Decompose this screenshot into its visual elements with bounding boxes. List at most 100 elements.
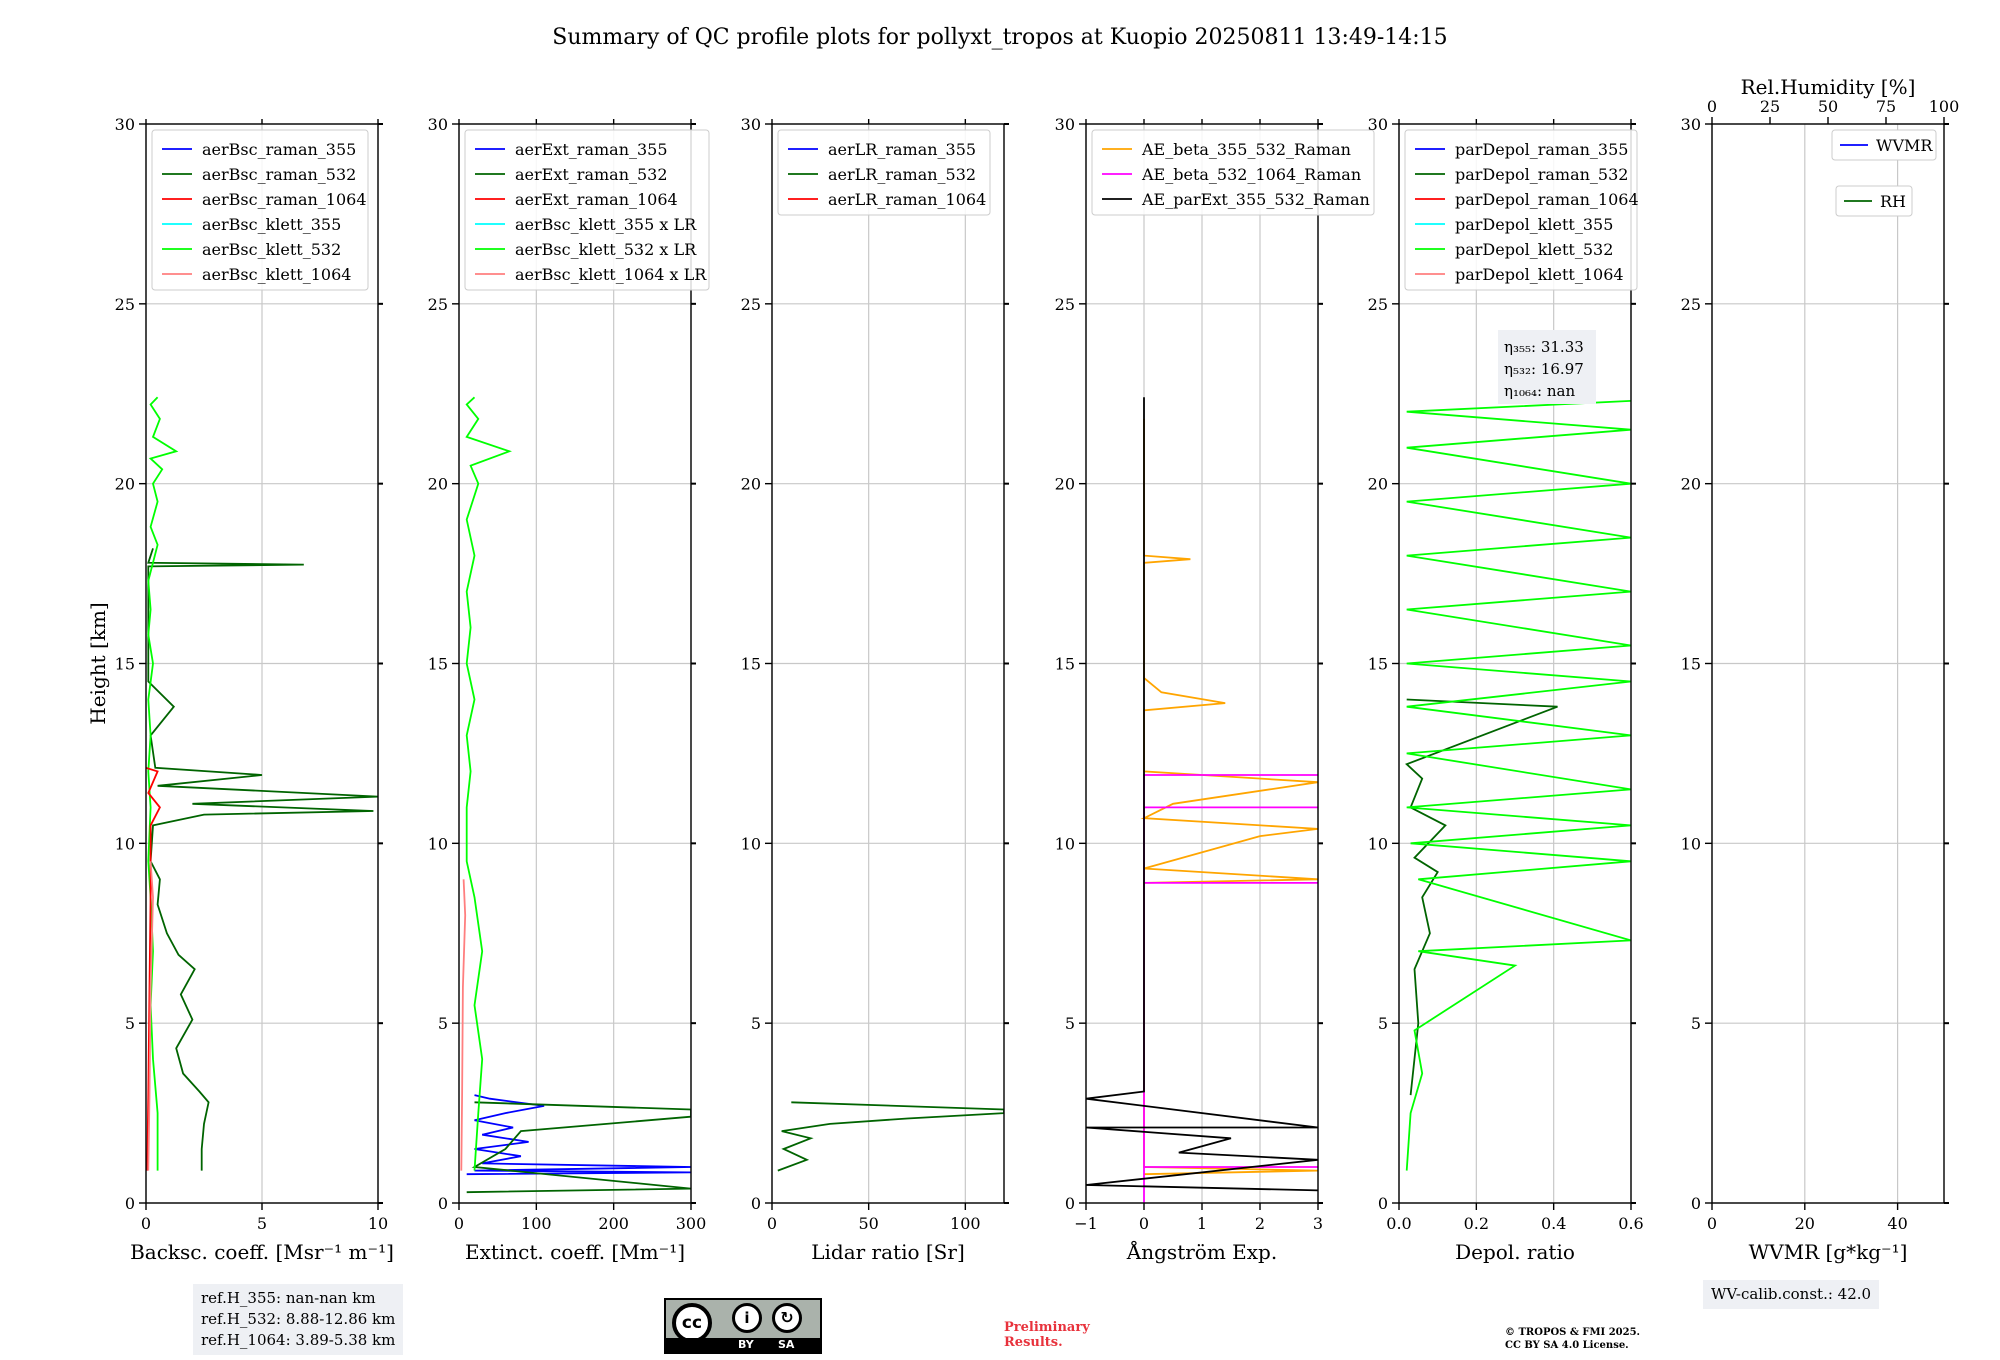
preliminary-line-2: Results. <box>1004 1335 1063 1350</box>
y-tick-label: 0 <box>1378 1194 1388 1213</box>
x-axis-label: Backsc. coeff. [Msr⁻¹ m⁻¹] <box>130 1240 394 1264</box>
y-tick-label: 25 <box>1681 295 1701 314</box>
x-tick-label: 50 <box>858 1214 878 1233</box>
legend-label: parDepol_raman_355 <box>1455 140 1628 159</box>
legend-label: parDepol_klett_532 <box>1455 240 1613 259</box>
x-tick-label: 10 <box>368 1214 388 1233</box>
x2-tick-label: 50 <box>1818 97 1838 116</box>
y-tick-label: 25 <box>1055 295 1075 314</box>
legend-frame <box>1091 129 1375 216</box>
y-tick-label: 10 <box>115 834 135 853</box>
series-aerLR_raman_532 <box>777 1101 1004 1172</box>
preliminary-line-1: Preliminary <box>1004 1320 1090 1335</box>
copyright-note: © TROPOS & FMI 2025. CC BY SA 4.0 Licens… <box>1505 1326 1640 1352</box>
legend-wvmr: WVMR <box>1831 129 1937 161</box>
legend-label: AE_beta_355_532_Raman <box>1141 140 1351 159</box>
legend-label: parDepol_klett_1064 <box>1455 265 1624 284</box>
legend-label: RH <box>1880 192 1906 211</box>
y-tick-label: 25 <box>115 295 135 314</box>
panel-lidar_ratio: 0 5 10 15 20 25 30 0 50 100 Lidar ratio [Sr] aerLR_… <box>741 115 1009 1264</box>
legend-label: parDepol_raman_532 <box>1455 165 1628 184</box>
y-tick-label: 20 <box>428 475 448 494</box>
copyright-line-2: CC BY SA 4.0 License. <box>1505 1340 1629 1351</box>
legend-label: aerExt_raman_532 <box>515 165 668 184</box>
x-tick-label: 0.4 <box>1541 1214 1566 1233</box>
depol-eta-annotation: η₃₅₅: 31.33 η₅₃₂: 16.97 η₁₀₆₄: nan <box>1498 330 1596 404</box>
legend-label: parDepol_raman_1064 <box>1455 190 1639 209</box>
legend-label: AE_parExt_355_532_Raman <box>1141 190 1370 209</box>
legend-label: aerBsc_raman_532 <box>202 165 356 184</box>
legend-label: aerBsc_raman_1064 <box>202 190 367 209</box>
x-tick-label: 100 <box>950 1214 981 1233</box>
legend-frame <box>464 129 710 291</box>
x-axis-label: Extinct. coeff. [Mm⁻¹] <box>465 1240 685 1264</box>
y-tick-label: 15 <box>428 655 448 674</box>
y-tick-label: 25 <box>428 295 448 314</box>
legend-label: aerBsc_klett_355 x LR <box>515 215 697 234</box>
x-tick-label: 300 <box>676 1214 707 1233</box>
series-aerBsc_klett_1064 <box>147 861 154 1171</box>
x2-tick-label: 25 <box>1760 97 1780 116</box>
y-tick-label: 0 <box>1691 1194 1701 1213</box>
legend-frame <box>1835 185 1913 217</box>
y-tick-label: 5 <box>1065 1014 1075 1033</box>
panel-water_vapor: 0 5 10 15 20 25 30 0 20 40 WVMR [g*kg⁻¹] 0 25 50 75 100… <box>1681 75 1960 1264</box>
legend: aerBsc_raman_355 aerBsc_raman_532 aerBsc_r… <box>151 129 369 291</box>
y-tick-label: 0 <box>125 1194 135 1213</box>
figure-title: Summary of QC profile plots for pollyxt_… <box>552 25 1447 50</box>
y-tick-label: 20 <box>1681 475 1701 494</box>
x-tick-label: 0.0 <box>1386 1214 1411 1233</box>
y-tick-label: 20 <box>1055 475 1075 494</box>
y-tick-label: 5 <box>125 1014 135 1033</box>
legend: aerExt_raman_355 aerExt_raman_532 aerExt_r… <box>464 129 710 291</box>
annotation-box <box>1498 330 1596 404</box>
annotation-line: η₃₅₅: 31.33 <box>1504 338 1584 356</box>
series-aerExt_raman_532 <box>466 1101 691 1194</box>
preliminary-results-note: Preliminary Results. <box>1004 1320 1090 1350</box>
x-axis-label: Ångström Exp. <box>1126 1239 1277 1264</box>
y-tick-label: 15 <box>1368 655 1388 674</box>
legend-label: aerBsc_klett_532 x LR <box>515 240 697 259</box>
series-AE_parExt_355_532_Raman <box>1086 397 1318 1192</box>
y-tick-label: 0 <box>438 1194 448 1213</box>
y-tick-label: 10 <box>741 834 761 853</box>
ref-height-532: ref.H_532: 8.88-12.86 km <box>201 1310 396 1328</box>
x-tick-label: 3 <box>1313 1214 1323 1233</box>
legend-label: aerLR_raman_355 <box>828 140 976 159</box>
x-tick-label: 40 <box>1887 1214 1907 1233</box>
annotation-line: η₁₀₆₄: nan <box>1504 382 1575 400</box>
series-aerBsc_klett_1064 x LR <box>460 879 467 1171</box>
series-aerBsc_raman_532 <box>147 548 378 1171</box>
y-tick-label: 10 <box>428 834 448 853</box>
y-tick-label: 30 <box>428 115 448 134</box>
legend: parDepol_raman_355 parDepol_raman_532 parD… <box>1404 129 1639 291</box>
legend-label: aerLR_raman_1064 <box>828 190 986 209</box>
y-tick-label: 10 <box>1055 834 1075 853</box>
copyright-line-1: © TROPOS & FMI 2025. <box>1505 1327 1641 1338</box>
legend-label: parDepol_klett_355 <box>1455 215 1613 234</box>
x-tick-label: 5 <box>257 1214 267 1233</box>
legend-frame <box>1831 129 1937 161</box>
legend-label: WVMR <box>1876 136 1933 155</box>
reference-height-box: ref.H_355: nan-nan km ref.H_532: 8.88-12… <box>193 1284 404 1355</box>
legend-label: aerBsc_klett_1064 x LR <box>515 265 707 284</box>
y-tick-label: 5 <box>751 1014 761 1033</box>
x-tick-label: 0 <box>1707 1214 1717 1233</box>
cc-logo-icon: cc <box>672 1303 712 1343</box>
legend-label: aerExt_raman_1064 <box>515 190 678 209</box>
cc-license-badge: cc i ↻ BY SA <box>664 1298 822 1354</box>
y-tick-label: 15 <box>115 655 135 674</box>
panel-backscatter: 0 5 10 15 20 25 30 0 5 10 Backsc. coeff. [Msr⁻¹ m⁻… <box>86 115 394 1264</box>
x-tick-label: 0.2 <box>1464 1214 1489 1233</box>
y-tick-label: 25 <box>741 295 761 314</box>
x2-tick-label: 75 <box>1876 97 1896 116</box>
y-tick-label: 20 <box>741 475 761 494</box>
y-tick-label: 10 <box>1368 834 1388 853</box>
y-tick-label: 20 <box>115 475 135 494</box>
y-tick-label: 30 <box>115 115 135 134</box>
x-axis-label: Lidar ratio [Sr] <box>811 1240 965 1264</box>
y-tick-label: 30 <box>1681 115 1701 134</box>
x-tick-label: 200 <box>598 1214 629 1233</box>
